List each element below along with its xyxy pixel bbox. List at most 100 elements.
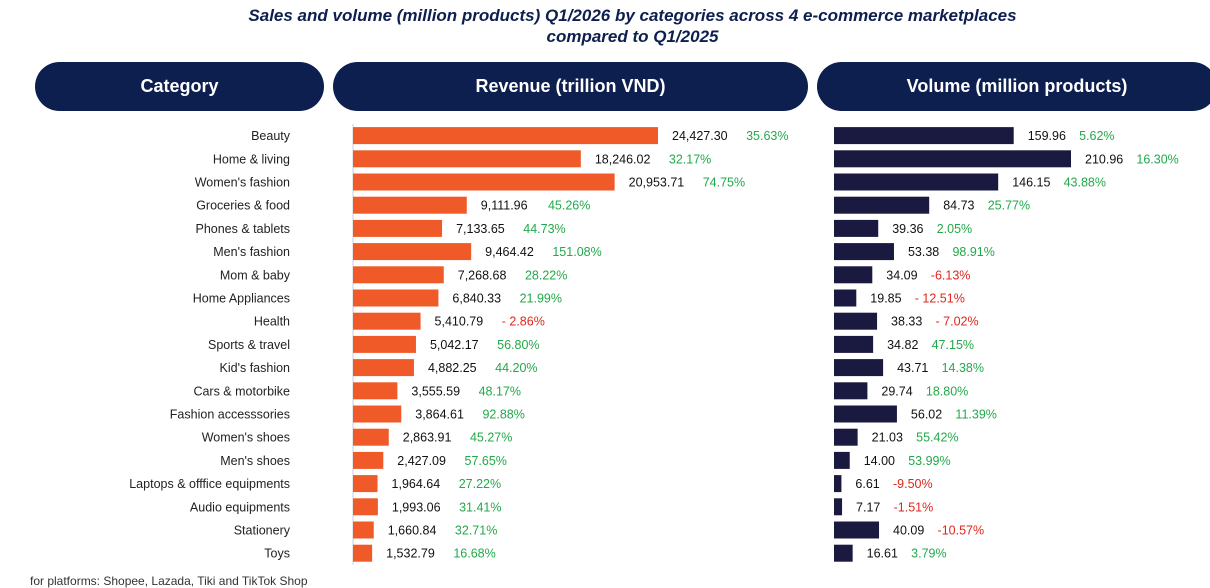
revenue-bar xyxy=(353,405,402,423)
volume-growth-label: 55.42% xyxy=(916,431,958,445)
volume-bar xyxy=(834,428,858,446)
volume-growth-label: -10.57% xyxy=(938,524,985,538)
revenue-growth-label: 32.71% xyxy=(455,524,497,538)
revenue-growth-label: 151.08% xyxy=(552,245,601,259)
volume-bar xyxy=(834,289,857,307)
volume-bar xyxy=(834,173,999,191)
category-label: Audio equipments xyxy=(190,500,290,514)
revenue-value-label: 6,840.33 xyxy=(452,292,501,306)
category-label: Men's fashion xyxy=(213,245,290,259)
volume-value-label: 14.00 xyxy=(864,454,895,468)
volume-growth-label: - 7.02% xyxy=(936,315,979,329)
revenue-value-label: 9,111.96 xyxy=(481,199,528,213)
volume-growth-label: 3.79% xyxy=(911,547,946,561)
category-label: Laptops & offfice equipments xyxy=(129,477,290,491)
volume-value-label: 38.33 xyxy=(891,315,922,329)
category-label: Home & living xyxy=(213,152,290,166)
revenue-growth-label: 27.22% xyxy=(459,477,501,491)
revenue-bar xyxy=(353,498,378,516)
volume-value-label: 7.17 xyxy=(856,500,880,514)
revenue-bar xyxy=(353,451,384,469)
volume-value-label: 210.96 xyxy=(1085,152,1123,166)
volume-value-label: 84.73 xyxy=(943,199,974,213)
category-label: Mom & baby xyxy=(220,268,291,282)
chart-title-line1: Sales and volume (million products) Q1/2… xyxy=(248,6,1017,25)
volume-growth-label: 18.80% xyxy=(926,384,968,398)
revenue-bar xyxy=(353,196,467,214)
volume-value-label: 40.09 xyxy=(893,524,924,538)
revenue-bar xyxy=(353,521,374,539)
volume-header: Volume (million products) xyxy=(817,62,1210,111)
volume-bar xyxy=(834,312,878,330)
volume-bar xyxy=(834,219,879,237)
revenue-value-label: 2,863.91 xyxy=(403,431,452,445)
category-label: Women's shoes xyxy=(202,431,290,445)
volume-value-label: 6.61 xyxy=(855,477,879,491)
volume-growth-label: -6.13% xyxy=(931,268,971,282)
revenue-bar xyxy=(353,127,658,145)
revenue-bar xyxy=(353,544,373,562)
volume-bar xyxy=(834,359,884,377)
volume-value-label: 53.38 xyxy=(908,245,939,259)
revenue-bar xyxy=(353,475,378,493)
volume-value-label: 39.36 xyxy=(892,222,923,236)
revenue-bar xyxy=(353,428,389,446)
revenue-value-label: 18,246.02 xyxy=(595,152,651,166)
category-label: Home Appliances xyxy=(193,292,290,306)
revenue-bar xyxy=(353,266,444,284)
category-header: Category xyxy=(35,62,324,111)
revenue-growth-label: 21.99% xyxy=(520,292,562,306)
revenue-value-label: 20,953.71 xyxy=(629,176,685,190)
revenue-growth-label: 56.80% xyxy=(497,338,539,352)
volume-bar xyxy=(834,266,873,284)
volume-value-label: 19.85 xyxy=(870,292,901,306)
revenue-bar xyxy=(353,359,414,377)
volume-growth-label: 5.62% xyxy=(1079,129,1114,143)
revenue-growth-label: 92.88% xyxy=(482,408,524,422)
volume-value-label: 43.71 xyxy=(897,361,928,375)
category-label: Toys xyxy=(264,547,290,561)
volume-bar xyxy=(834,498,843,516)
revenue-growth-label: 45.27% xyxy=(470,431,512,445)
volume-bar xyxy=(834,451,850,469)
revenue-value-label: 3,864.61 xyxy=(415,408,464,422)
revenue-growth-label: 45.26% xyxy=(548,199,590,213)
revenue-value-label: 3,555.59 xyxy=(411,384,460,398)
chart-title: Sales and volume (million products) Q1/2… xyxy=(0,5,1210,47)
volume-bar xyxy=(834,150,1071,168)
revenue-value-label: 24,427.30 xyxy=(672,129,728,143)
category-label: Phones & tablets xyxy=(195,222,290,236)
volume-bar xyxy=(834,475,842,493)
category-label: Groceries & food xyxy=(196,199,290,213)
category-label: Beauty xyxy=(251,129,291,143)
revenue-bar xyxy=(353,173,615,191)
revenue-growth-label: 16.68% xyxy=(453,547,495,561)
revenue-bar xyxy=(353,335,416,353)
revenue-bar xyxy=(353,150,581,168)
volume-growth-label: 14.38% xyxy=(942,361,984,375)
volume-bar xyxy=(834,335,874,353)
revenue-growth-label: 48.17% xyxy=(479,384,521,398)
revenue-value-label: 9,464.42 xyxy=(485,245,534,259)
revenue-bar xyxy=(353,382,398,400)
revenue-growth-label: 57.65% xyxy=(465,454,507,468)
volume-value-label: 34.82 xyxy=(887,338,918,352)
category-label: Fashion accesssories xyxy=(170,408,290,422)
revenue-value-label: 1,964.64 xyxy=(392,477,441,491)
volume-growth-label: 43.88% xyxy=(1064,176,1106,190)
revenue-growth-label: 28.22% xyxy=(525,268,567,282)
revenue-value-label: 5,410.79 xyxy=(435,315,484,329)
revenue-bar xyxy=(353,312,421,330)
revenue-value-label: 1,660.84 xyxy=(388,524,437,538)
volume-value-label: 16.61 xyxy=(867,547,898,561)
volume-value-label: 29.74 xyxy=(881,384,912,398)
category-label: Stationery xyxy=(234,524,291,538)
revenue-value-label: 7,268.68 xyxy=(458,268,507,282)
category-label: Cars & motorbike xyxy=(193,384,290,398)
revenue-growth-label: - 2.86% xyxy=(502,315,545,329)
volume-value-label: 146.15 xyxy=(1012,176,1050,190)
revenue-growth-label: 44.73% xyxy=(523,222,565,236)
volume-growth-label: -1.51% xyxy=(894,500,934,514)
volume-growth-label: - 12.51% xyxy=(915,292,965,306)
